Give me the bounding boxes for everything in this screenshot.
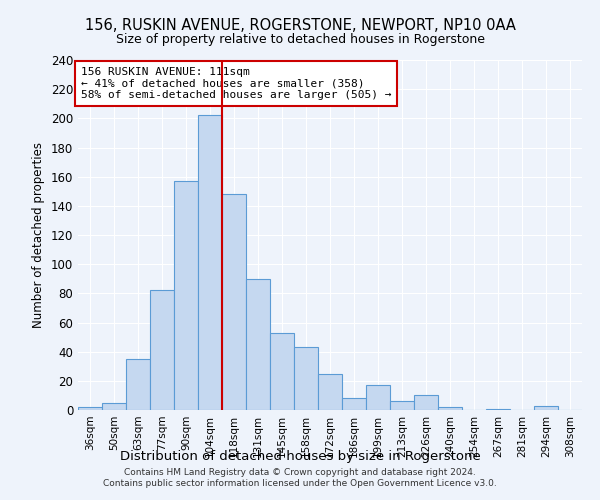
Bar: [366, 385, 390, 410]
Bar: [318, 374, 342, 410]
Text: 156 RUSKIN AVENUE: 111sqm
← 41% of detached houses are smaller (358)
58% of semi: 156 RUSKIN AVENUE: 111sqm ← 41% of detac…: [80, 67, 391, 100]
Y-axis label: Number of detached properties: Number of detached properties: [32, 142, 45, 328]
Text: Contains HM Land Registry data © Crown copyright and database right 2024.
Contai: Contains HM Land Registry data © Crown c…: [103, 468, 497, 487]
Bar: [174, 181, 198, 410]
Bar: [438, 407, 462, 410]
Bar: [294, 348, 318, 410]
Bar: [390, 401, 414, 410]
Text: Distribution of detached houses by size in Rogerstone: Distribution of detached houses by size …: [119, 450, 481, 463]
Text: Size of property relative to detached houses in Rogerstone: Size of property relative to detached ho…: [115, 32, 485, 46]
Bar: [102, 402, 126, 410]
Bar: [534, 406, 558, 410]
Bar: [270, 332, 294, 410]
Bar: [126, 359, 150, 410]
Bar: [78, 407, 102, 410]
Bar: [246, 279, 270, 410]
Bar: [222, 194, 246, 410]
Bar: [486, 408, 510, 410]
Text: 156, RUSKIN AVENUE, ROGERSTONE, NEWPORT, NP10 0AA: 156, RUSKIN AVENUE, ROGERSTONE, NEWPORT,…: [85, 18, 515, 32]
Bar: [342, 398, 366, 410]
Bar: [414, 396, 438, 410]
Bar: [150, 290, 174, 410]
Bar: [198, 116, 222, 410]
